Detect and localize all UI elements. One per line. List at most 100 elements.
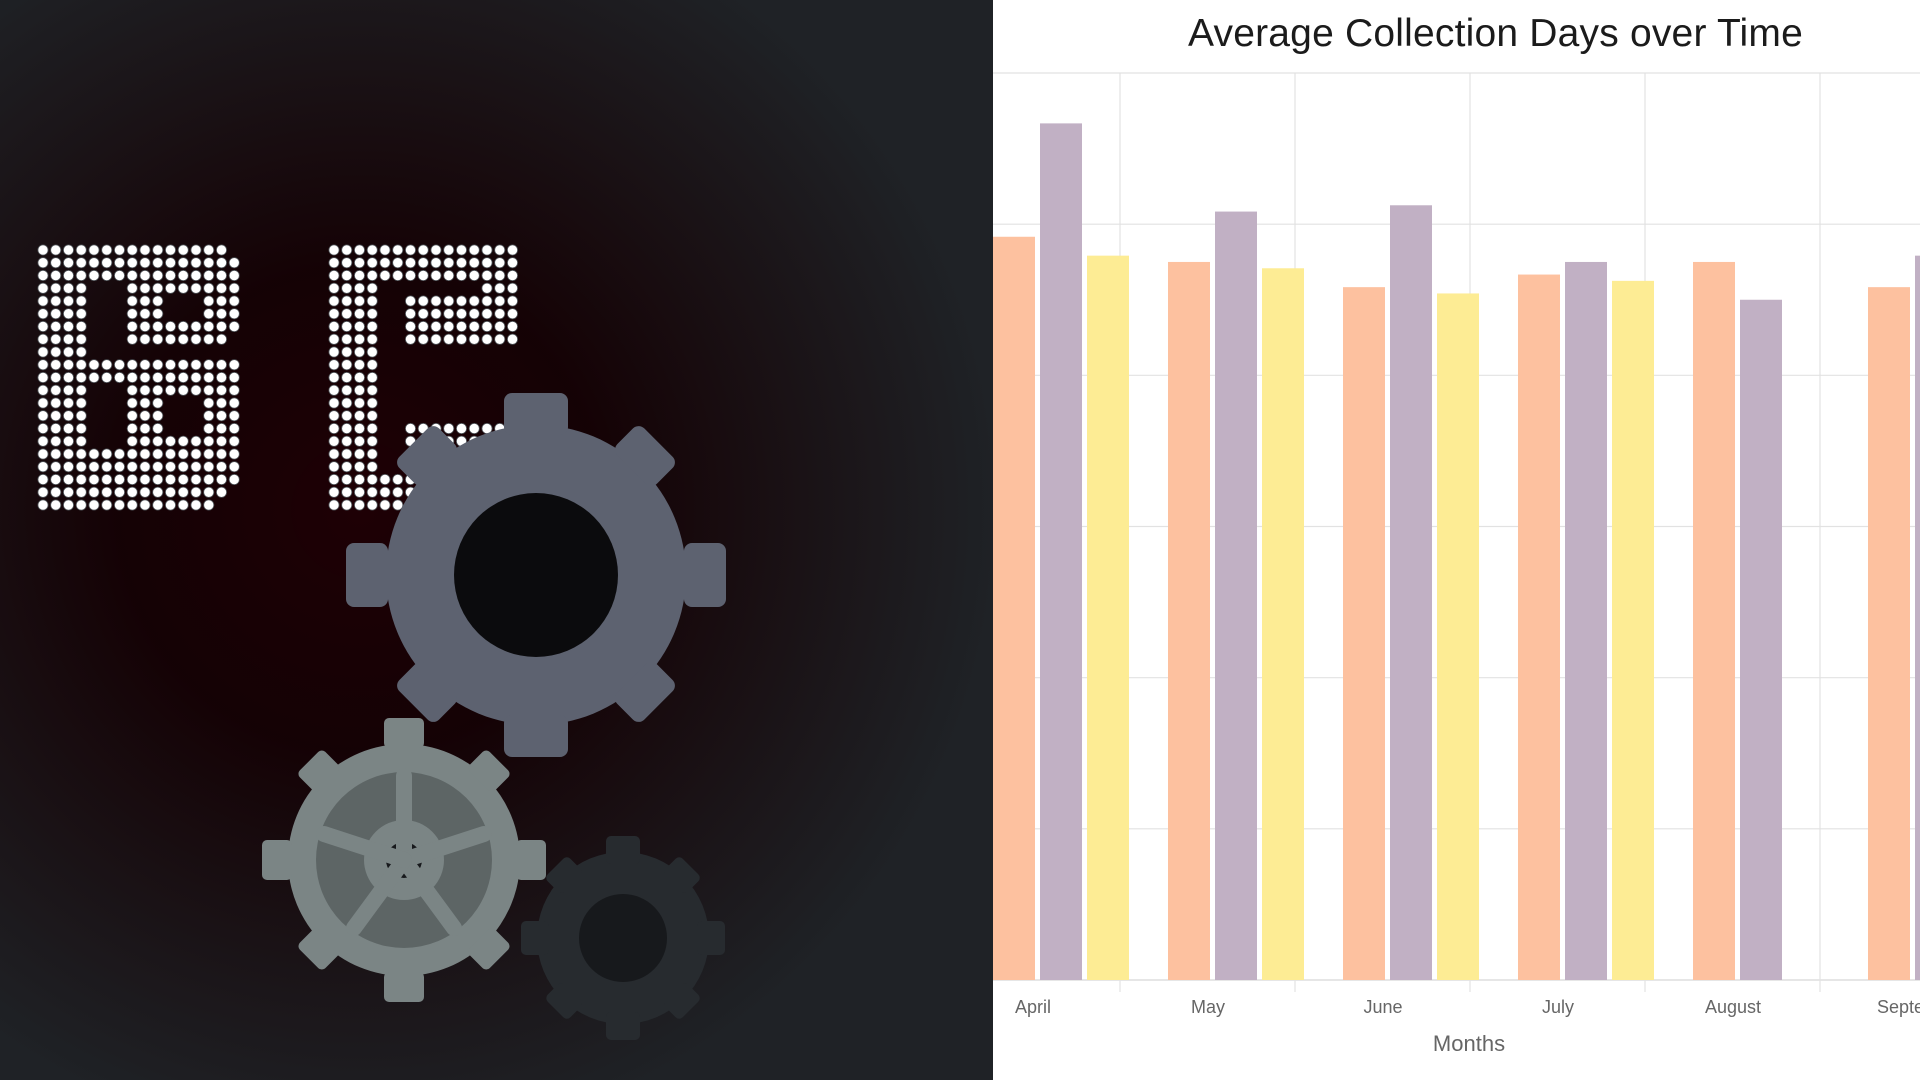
chart-title: Average Collection Days over Time bbox=[1188, 12, 1803, 55]
matrix-dot bbox=[468, 295, 480, 307]
matrix-dot bbox=[494, 257, 506, 269]
matrix-dot bbox=[164, 473, 176, 485]
matrix-dot bbox=[101, 486, 113, 498]
matrix-dot bbox=[126, 333, 138, 345]
matrix-dot bbox=[75, 410, 87, 422]
matrix-dot bbox=[63, 269, 75, 281]
matrix-dot bbox=[481, 282, 493, 294]
matrix-dot bbox=[353, 422, 365, 434]
matrix-dot bbox=[481, 295, 493, 307]
matrix-dot bbox=[63, 461, 75, 473]
matrix-dot bbox=[152, 461, 164, 473]
matrix-dot bbox=[353, 410, 365, 422]
matrix-dot bbox=[443, 422, 455, 434]
matrix-dot bbox=[328, 371, 340, 383]
matrix-dot bbox=[468, 244, 480, 256]
matrix-dot bbox=[328, 244, 340, 256]
matrix-dot bbox=[126, 359, 138, 371]
matrix-dot bbox=[126, 422, 138, 434]
matrix-dot bbox=[75, 499, 87, 511]
bar-may-series-2 bbox=[1215, 211, 1257, 980]
x-tick-label: July bbox=[1542, 997, 1574, 1017]
matrix-dot bbox=[88, 486, 100, 498]
matrix-dot bbox=[177, 448, 189, 460]
matrix-dot bbox=[443, 295, 455, 307]
matrix-dot bbox=[190, 486, 202, 498]
matrix-dot bbox=[139, 473, 151, 485]
matrix-dot bbox=[37, 269, 49, 281]
matrix-dot bbox=[177, 282, 189, 294]
matrix-dot bbox=[126, 269, 138, 281]
matrix-dot bbox=[190, 371, 202, 383]
matrix-dot bbox=[353, 359, 365, 371]
matrix-dot bbox=[139, 461, 151, 473]
matrix-dot bbox=[404, 257, 416, 269]
matrix-dot bbox=[139, 435, 151, 447]
matrix-dot bbox=[152, 384, 164, 396]
matrix-dot bbox=[177, 473, 189, 485]
bar-april-series-1 bbox=[993, 236, 1035, 980]
matrix-dot bbox=[366, 269, 378, 281]
matrix-dot bbox=[177, 269, 189, 281]
matrix-dot bbox=[63, 244, 75, 256]
matrix-dot bbox=[139, 308, 151, 320]
matrix-dot bbox=[353, 295, 365, 307]
matrix-dot bbox=[430, 308, 442, 320]
matrix-dot bbox=[63, 359, 75, 371]
matrix-dot bbox=[341, 410, 353, 422]
matrix-dot bbox=[50, 320, 62, 332]
matrix-dot bbox=[341, 282, 353, 294]
matrix-dot bbox=[215, 333, 227, 345]
matrix-dot bbox=[366, 244, 378, 256]
matrix-dot bbox=[341, 397, 353, 409]
matrix-dot bbox=[215, 282, 227, 294]
matrix-dot bbox=[506, 244, 518, 256]
matrix-dot bbox=[50, 461, 62, 473]
matrix-dot bbox=[328, 422, 340, 434]
matrix-dot bbox=[417, 320, 429, 332]
matrix-dot bbox=[366, 410, 378, 422]
matrix-dot bbox=[114, 473, 126, 485]
small-gear-icon bbox=[521, 836, 725, 1040]
matrix-dot bbox=[139, 295, 151, 307]
matrix-dot bbox=[114, 244, 126, 256]
matrix-dot bbox=[114, 486, 126, 498]
matrix-dot bbox=[430, 244, 442, 256]
matrix-dot bbox=[50, 308, 62, 320]
matrix-dot bbox=[88, 461, 100, 473]
matrix-dot bbox=[101, 473, 113, 485]
matrix-dot bbox=[50, 295, 62, 307]
medium-gear-icon bbox=[262, 718, 546, 1002]
matrix-dot bbox=[353, 320, 365, 332]
matrix-dot bbox=[443, 308, 455, 320]
matrix-dot bbox=[228, 397, 240, 409]
matrix-dot bbox=[37, 244, 49, 256]
matrix-dot bbox=[468, 422, 480, 434]
matrix-dot bbox=[353, 435, 365, 447]
matrix-dot bbox=[203, 486, 215, 498]
matrix-dot bbox=[455, 333, 467, 345]
matrix-dot bbox=[88, 371, 100, 383]
bar-april-series-3 bbox=[1087, 255, 1129, 980]
matrix-dot bbox=[430, 295, 442, 307]
matrix-dot bbox=[443, 257, 455, 269]
matrix-dot bbox=[190, 244, 202, 256]
matrix-dot bbox=[75, 384, 87, 396]
matrix-dot bbox=[228, 410, 240, 422]
matrix-dot bbox=[481, 308, 493, 320]
matrix-dot bbox=[63, 473, 75, 485]
matrix-dot bbox=[101, 499, 113, 511]
matrix-dot bbox=[468, 320, 480, 332]
matrix-dot bbox=[75, 308, 87, 320]
matrix-dot bbox=[481, 333, 493, 345]
matrix-dot bbox=[341, 435, 353, 447]
matrix-dot bbox=[215, 410, 227, 422]
matrix-dot bbox=[37, 499, 49, 511]
matrix-dot bbox=[215, 244, 227, 256]
matrix-dot bbox=[152, 422, 164, 434]
matrix-dot bbox=[37, 397, 49, 409]
matrix-dot bbox=[152, 257, 164, 269]
matrix-dot bbox=[37, 486, 49, 498]
matrix-dot bbox=[37, 359, 49, 371]
matrix-dot bbox=[88, 244, 100, 256]
